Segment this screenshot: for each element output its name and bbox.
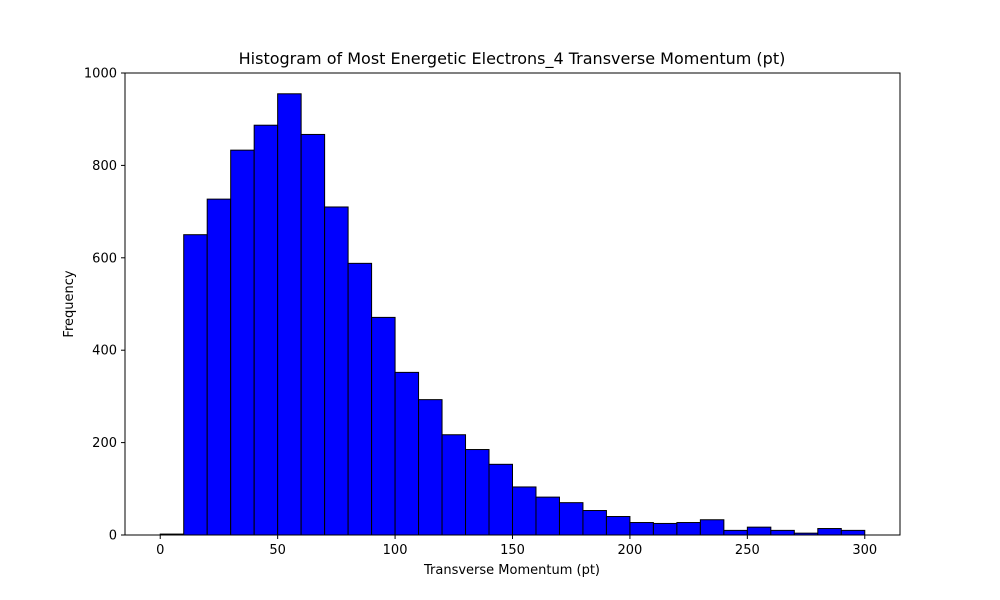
histogram-bar <box>418 399 443 536</box>
histogram-bar <box>441 434 467 536</box>
y-axis-ticks: 0 200 400 600 800 1000 <box>84 67 125 544</box>
y-tick-label: 0 <box>109 529 117 544</box>
x-axis-label: Transverse Momentum (pt) <box>423 563 600 578</box>
histogram-bar <box>183 234 208 536</box>
histogram-bar <box>582 510 607 536</box>
x-axis-ticks: 0 50 100 150 200 250 300 <box>156 535 877 558</box>
histogram-bar <box>300 133 326 536</box>
histogram-bar <box>652 522 678 536</box>
histogram-bar <box>770 529 795 536</box>
histogram-bar <box>394 371 420 536</box>
histogram-bar <box>840 529 866 536</box>
histogram-bar <box>230 149 255 536</box>
histogram-bar <box>676 522 701 536</box>
x-tick-label: 150 <box>500 543 525 558</box>
histogram-bar <box>723 529 748 536</box>
y-tick-label: 800 <box>92 159 117 174</box>
y-axis-label: Frequency <box>62 270 77 337</box>
x-tick-label: 300 <box>852 543 877 558</box>
x-tick-label: 100 <box>383 543 408 558</box>
histogram-bar <box>605 516 631 536</box>
histogram-bar <box>324 206 349 536</box>
x-tick-label: 50 <box>269 543 286 558</box>
histogram-bar <box>535 496 560 536</box>
x-tick-label: 200 <box>618 543 643 558</box>
histogram-bar <box>253 124 279 536</box>
histogram-bar <box>371 316 396 536</box>
y-tick-label: 200 <box>92 436 117 451</box>
histogram-bar <box>277 93 302 536</box>
x-tick-label: 250 <box>735 543 760 558</box>
plot-frame <box>124 72 901 536</box>
histogram-bar <box>206 198 232 536</box>
y-tick-label: 1000 <box>84 67 117 82</box>
histogram-bar <box>746 526 772 536</box>
histogram-bar <box>699 519 725 536</box>
histogram-bar <box>817 528 842 536</box>
histogram-bar <box>558 502 584 536</box>
bars-group <box>159 93 866 536</box>
y-tick-label: 600 <box>92 251 117 266</box>
histogram-bar <box>629 522 654 536</box>
y-tick-label: 400 <box>92 344 117 359</box>
chart-title: Histogram of Most Energetic Electrons_4 … <box>239 49 786 69</box>
histogram-bar <box>347 262 373 536</box>
x-tick-label: 0 <box>156 543 164 558</box>
histogram-bar <box>512 486 537 536</box>
histogram-bar <box>488 463 513 536</box>
histogram-bar <box>465 449 490 536</box>
